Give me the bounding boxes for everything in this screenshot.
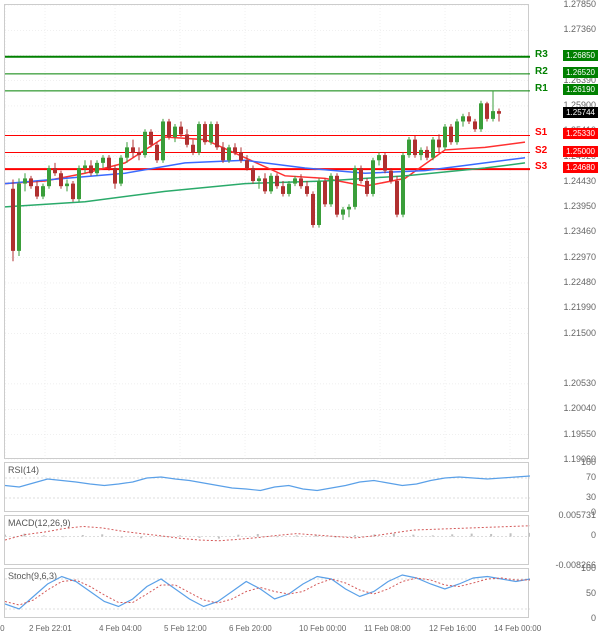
price-tick: 1.21990 [563,302,596,312]
rsi-panel[interactable]: RSI(14) [4,462,529,512]
price-tick: 1.20530 [563,378,596,388]
forex-chart: 1.190601.195501.200401.205301.215001.219… [0,0,600,640]
time-tick: 5:00 [0,624,5,633]
sr-label-r1: R1 [535,83,548,94]
price-tick: 1.27850 [563,0,596,9]
time-tick: 6 Feb 20:00 [229,624,272,633]
macd-tick: 0.005731 [558,510,596,520]
sr-label-r3: R3 [535,49,548,60]
sr-label-s2: S2 [535,145,547,156]
stoch-tick: 0 [591,613,596,623]
stoch-panel[interactable]: Stoch(9,6,3) [4,568,529,618]
current-price: 1.25744 [563,107,598,118]
macd-panel[interactable]: MACD(12,26,9) [4,515,529,565]
sr-price-s1: 1.25330 [563,128,598,139]
price-tick: 1.27360 [563,24,596,34]
sr-price-r2: 1.26520 [563,67,598,78]
time-tick: 2 Feb 22:01 [29,624,72,633]
sr-label-s3: S3 [535,161,547,172]
time-axis: 5:002 Feb 22:014 Feb 04:005 Feb 12:006 F… [4,622,529,638]
price-tick: 1.19550 [563,429,596,439]
sr-price-r3: 1.26850 [563,50,598,61]
price-tick: 1.22970 [563,252,596,262]
price-panel[interactable] [4,4,529,459]
time-tick: 14 Feb 00:00 [494,624,541,633]
time-tick: 5 Feb 12:00 [164,624,207,633]
rsi-tick: 100 [581,457,596,467]
sr-label-r2: R2 [535,66,548,77]
sr-price-s2: 1.25000 [563,146,598,157]
price-tick: 1.23950 [563,201,596,211]
sr-label-s1: S1 [535,127,547,138]
price-tick: 1.24430 [563,176,596,186]
price-tick: 1.23460 [563,226,596,236]
macd-tick: 0 [591,530,596,540]
sr-price-s3: 1.24680 [563,162,598,173]
stoch-tick: 50 [586,588,596,598]
time-tick: 11 Feb 08:00 [364,624,411,633]
time-tick: 12 Feb 16:00 [429,624,476,633]
time-tick: 10 Feb 00:00 [299,624,346,633]
rsi-tick: 30 [586,492,596,502]
sr-price-r1: 1.26190 [563,84,598,95]
price-tick: 1.22480 [563,277,596,287]
price-tick: 1.21500 [563,328,596,338]
time-tick: 4 Feb 04:00 [99,624,142,633]
price-tick: 1.20040 [563,403,596,413]
stoch-tick: 100 [581,563,596,573]
rsi-tick: 70 [586,472,596,482]
